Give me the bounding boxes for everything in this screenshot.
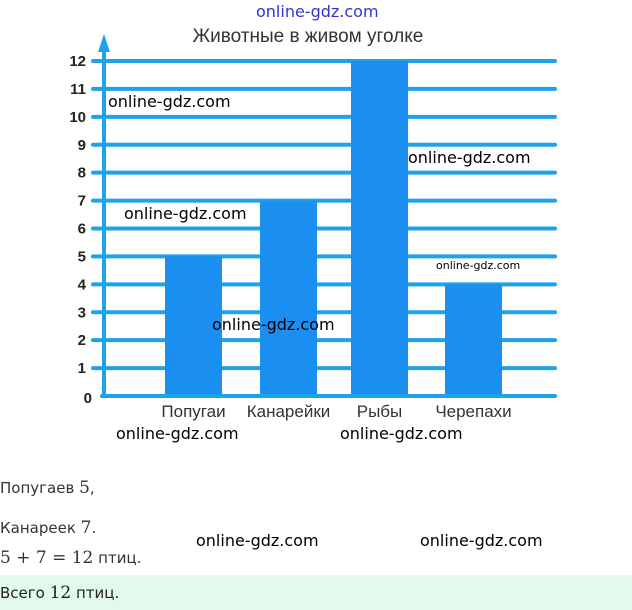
watermark-top: online-gdz.com [256,2,379,21]
watermark: online-gdz.com [408,148,531,167]
watermark: online-gdz.com [212,315,335,334]
y-tick-label: 9 [78,137,86,154]
y-tick-label: 6 [78,221,86,238]
y-tick-label: 1 [78,360,86,377]
x-tick-label: Канарейки [247,402,331,421]
watermark: online-gdz.com [124,204,247,223]
bar-Попугаи [165,256,222,396]
solution-line-parrots: Попугаев 5, [0,478,95,498]
bar-chart: Животные в живом уголке 0123456789101112… [69,26,557,421]
bar-Канарейки [260,200,317,396]
y-tick-label: 8 [78,165,86,182]
y-tick-label: 12 [69,53,86,70]
y-tick-label: 4 [78,276,87,293]
answer-line: Всего 12 птиц. [0,583,120,603]
y-tick-label: 11 [70,81,86,98]
watermark: online-gdz.com [108,92,231,111]
bar-Черепахи [445,284,502,396]
y-tick-label: 7 [78,193,86,210]
watermark: online-gdz.com [196,531,319,550]
y-tick-label: 3 [78,304,86,321]
y-tick-label: 5 [78,248,86,265]
chart-title: Животные в живом уголке [193,26,424,47]
watermark: online-gdz.com [436,259,521,272]
y-tick-label: 0 [84,390,92,407]
solution-line-canaries: Канареек 7. [0,518,97,538]
y-tick-label: 10 [69,109,86,126]
answer-band [0,575,632,610]
y-tick-label: 2 [78,332,86,349]
x-tick-label: Рыбы [357,402,403,421]
y-axis-arrow-icon [98,34,110,52]
solution-line-sum: 5 + 7 = 12 птиц. [0,548,142,568]
watermark: online-gdz.com [116,424,239,443]
x-tick-label: Черепахи [435,402,511,421]
x-tick-label: Попугаи [161,402,225,421]
watermark: online-gdz.com [420,531,543,550]
bar-Рыбы [351,61,408,396]
watermark: online-gdz.com [340,424,463,443]
